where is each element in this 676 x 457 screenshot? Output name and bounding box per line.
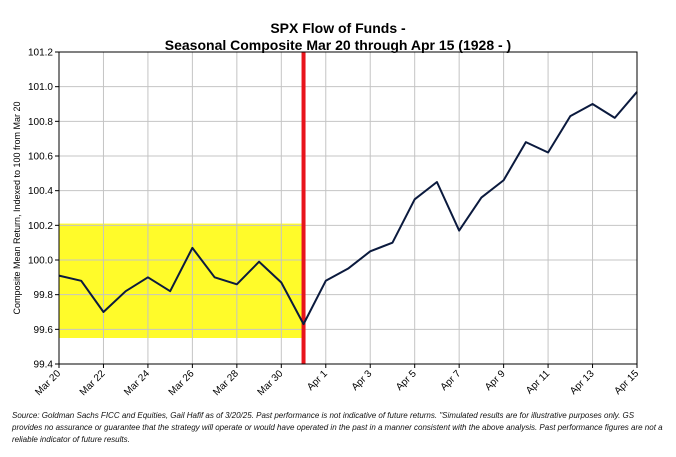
y-tick-label: 99.6 bbox=[34, 325, 54, 336]
y-tick-label: 100.6 bbox=[28, 152, 53, 163]
x-tick-label: Apr 15 bbox=[613, 368, 642, 397]
x-tick-label: Mar 22 bbox=[78, 368, 108, 398]
x-tick-label: Apr 9 bbox=[483, 368, 508, 393]
y-axis-label: Composite Mean Return, Indexed to 100 fr… bbox=[12, 101, 22, 314]
y-tick-label: 100.0 bbox=[28, 256, 53, 267]
plot-frame bbox=[58, 51, 638, 365]
x-tick-label: Apr 11 bbox=[524, 368, 552, 396]
highlight-box bbox=[59, 223, 304, 338]
x-tick-label: Apr 7 bbox=[439, 368, 464, 393]
x-tick-label: Apr 5 bbox=[394, 368, 419, 393]
y-tick-label: 100.8 bbox=[28, 117, 53, 128]
x-tick-label: Mar 24 bbox=[122, 368, 152, 398]
x-tick-label: Mar 20 bbox=[33, 368, 63, 398]
chart-title-line-2: Seasonal Composite Mar 20 through Apr 15… bbox=[164, 37, 512, 53]
y-tick-label: 100.4 bbox=[28, 186, 53, 197]
y-tick-label: 101.0 bbox=[28, 82, 53, 93]
x-tick-label: Mar 30 bbox=[256, 368, 286, 398]
y-tick-label: 101.2 bbox=[28, 48, 53, 59]
y-tick-label: 99.4 bbox=[34, 360, 54, 371]
y-tick-label: 100.2 bbox=[28, 221, 53, 232]
x-tick-label: Apr 3 bbox=[350, 368, 375, 393]
x-tick-label: Mar 28 bbox=[211, 368, 241, 398]
chart-title-line-1: SPX Flow of Funds - bbox=[270, 20, 406, 36]
source-footnote: Source: Goldman Sachs FICC and Equities,… bbox=[12, 411, 663, 444]
x-tick-label: Apr 1 bbox=[305, 368, 330, 393]
y-tick-label: 99.8 bbox=[34, 290, 54, 301]
x-tick-label: Apr 13 bbox=[568, 368, 597, 397]
x-tick-label: Mar 26 bbox=[167, 368, 197, 398]
